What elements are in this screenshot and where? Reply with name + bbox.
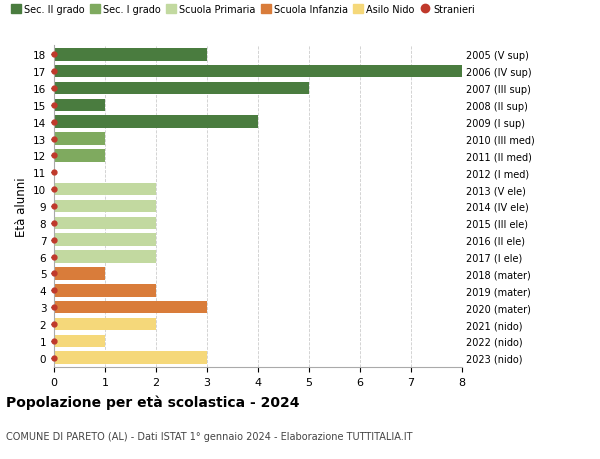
Bar (54, 318, 156, 330)
Bar (54, 49, 207, 62)
Bar (54, 66, 462, 78)
Bar (54, 335, 105, 347)
Bar (54, 234, 156, 246)
Bar (54, 99, 105, 112)
Bar (54, 150, 105, 162)
Bar (54, 83, 309, 95)
Bar (54, 184, 156, 196)
Bar (54, 301, 207, 314)
Text: COMUNE DI PARETO (AL) - Dati ISTAT 1° gennaio 2024 - Elaborazione TUTTITALIA.IT: COMUNE DI PARETO (AL) - Dati ISTAT 1° ge… (6, 431, 413, 442)
Y-axis label: Età alunni: Età alunni (14, 177, 28, 236)
Bar (54, 217, 156, 230)
Legend: Sec. II grado, Sec. I grado, Scuola Primaria, Scuola Infanzia, Asilo Nido, Stran: Sec. II grado, Sec. I grado, Scuola Prim… (11, 5, 475, 15)
Bar (54, 285, 156, 297)
Bar (54, 133, 105, 146)
Text: Popolazione per età scolastica - 2024: Popolazione per età scolastica - 2024 (6, 395, 299, 409)
Bar (54, 116, 258, 129)
Bar (54, 200, 156, 213)
Bar (54, 268, 105, 280)
Bar (54, 352, 207, 364)
Bar (54, 251, 156, 263)
